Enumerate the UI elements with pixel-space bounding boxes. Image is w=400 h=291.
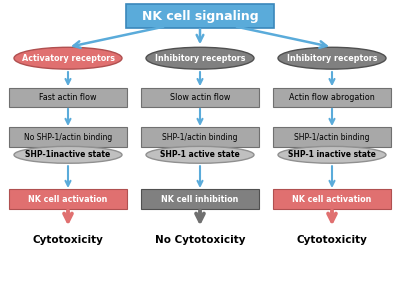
Text: SHP-1 inactive state: SHP-1 inactive state	[288, 150, 376, 159]
Text: No SHP-1/actin binding: No SHP-1/actin binding	[24, 133, 112, 142]
FancyBboxPatch shape	[273, 189, 391, 209]
Text: Inhibitory receptors: Inhibitory receptors	[287, 54, 377, 63]
Ellipse shape	[14, 47, 122, 69]
FancyBboxPatch shape	[9, 88, 127, 107]
Text: NK cell activation: NK cell activation	[28, 195, 108, 204]
Ellipse shape	[146, 47, 254, 69]
Text: Slow actin flow: Slow actin flow	[170, 93, 230, 102]
Text: NK cell signaling: NK cell signaling	[142, 10, 258, 22]
Text: SHP-1inactive state: SHP-1inactive state	[25, 150, 111, 159]
FancyBboxPatch shape	[126, 4, 274, 28]
Text: NK cell activation: NK cell activation	[292, 195, 372, 204]
Text: Activatory receptors: Activatory receptors	[22, 54, 114, 63]
Text: Cytotoxicity: Cytotoxicity	[296, 235, 368, 245]
FancyBboxPatch shape	[273, 88, 391, 107]
Text: SHP-1 active state: SHP-1 active state	[160, 150, 240, 159]
Ellipse shape	[278, 146, 386, 163]
Text: SHP-1/actin binding: SHP-1/actin binding	[162, 133, 238, 142]
Text: Inhibitory receptors: Inhibitory receptors	[155, 54, 245, 63]
FancyBboxPatch shape	[9, 189, 127, 209]
Ellipse shape	[14, 146, 122, 163]
FancyBboxPatch shape	[141, 88, 259, 107]
Text: Cytotoxicity: Cytotoxicity	[32, 235, 104, 245]
Text: SHP-1/actin binding: SHP-1/actin binding	[294, 133, 370, 142]
Ellipse shape	[278, 47, 386, 69]
Text: NK cell inhibition: NK cell inhibition	[161, 195, 239, 204]
Ellipse shape	[146, 146, 254, 163]
FancyBboxPatch shape	[273, 127, 391, 147]
Text: No Cytotoxicity: No Cytotoxicity	[155, 235, 245, 245]
FancyBboxPatch shape	[141, 189, 259, 209]
FancyBboxPatch shape	[9, 127, 127, 147]
Text: Fast actin flow: Fast actin flow	[39, 93, 97, 102]
Text: Actin flow abrogation: Actin flow abrogation	[289, 93, 375, 102]
FancyBboxPatch shape	[141, 127, 259, 147]
